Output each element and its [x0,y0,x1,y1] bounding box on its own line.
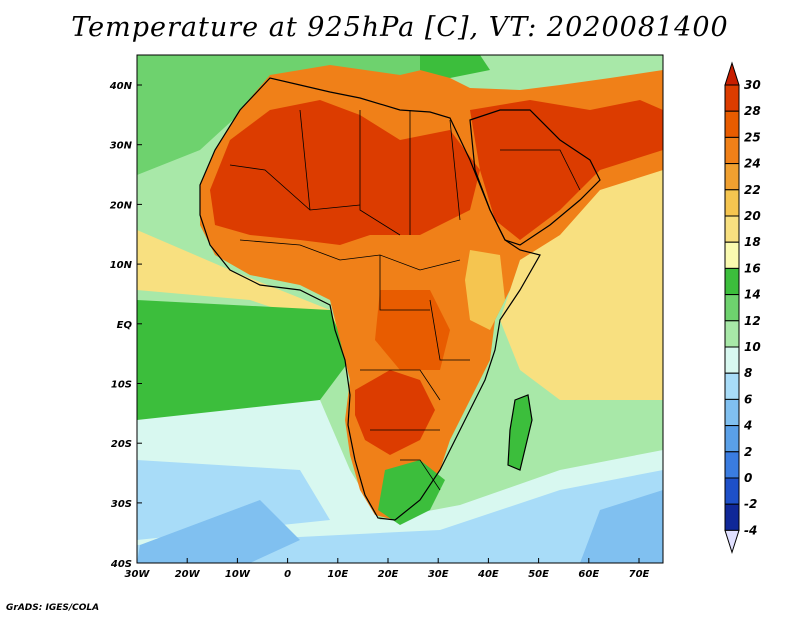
lon-tick-label: 0 [284,569,291,580]
lat-tick-label: 30N [110,141,133,152]
colorbar-label: 14 [744,288,761,302]
colorbar-label: 2 [744,445,752,459]
lon-tick-label: 20W [175,569,201,580]
africa-coastline [199,77,541,521]
lat-tick-label: 10N [110,260,133,271]
lon-tick-label: 10W [225,569,251,580]
south-africa-cool-field [378,460,445,525]
lon-tick-label: 60E [578,569,599,580]
north-atlantic-field [137,55,430,175]
colorbar-swatch [724,346,740,374]
colorbar-label: -2 [744,497,757,511]
colorbar-label: 0 [744,471,752,485]
plot-frame [136,54,664,564]
madagascar-field [508,395,532,470]
colorbar-label: 8 [744,366,752,380]
colorbar-label: 4 [743,419,752,433]
colorbar-swatch [724,320,740,348]
colorbar-swatch [724,425,740,453]
lat-tick-label: 30S [111,499,132,510]
colorbar-label: 16 [744,261,761,275]
colorbar-label: 20 [744,209,761,223]
map-title: Temperature at 925hPa [C], VT: 202008140… [71,12,729,43]
colorbar-swatch [724,372,740,400]
country-borders [229,109,581,491]
lat-tick-label: 10S [111,380,132,391]
southwest-ocean-deep-field [137,500,300,563]
lat-tick-label: 40S [110,559,132,570]
latitude-axis: 40N 30N 20N 10N EQ 10S 20S 30S 40S [109,81,142,570]
colorbar-label: 30 [744,78,761,92]
lon-tick-label: 30W [125,569,151,580]
colorbar-label: 12 [744,314,761,328]
colorbar-swatch [724,477,740,505]
colorbar-label: 28 [744,104,761,118]
colorbar-swatch [724,294,740,322]
colorbar-label: -4 [744,523,757,537]
lat-tick-label: 20N [110,200,133,211]
colorbar-swatch [724,110,740,138]
lon-tick-label: 40E [477,569,499,580]
lon-tick-label: 70E [629,569,650,580]
colorbar-label: 24 [744,157,761,171]
atlantic-warm-field [137,230,340,330]
southern-ocean-deep-field [580,490,663,563]
arabia-hot-field [470,100,663,240]
colorbar-swatch [724,451,740,479]
madagascar-coastline [507,394,533,471]
colorbar-swatch [724,503,740,531]
europe-green-field [420,55,490,78]
colorbar-label: 25 [744,130,761,144]
colorbar-swatch [724,241,740,269]
lon-tick-label: 50E [528,569,549,580]
southern-africa-hot-field [355,370,435,455]
colorbar-bottom-arrow [724,529,740,555]
colorbar-swatch [724,136,740,165]
mediterranean-field [270,75,460,105]
credit-text: GrADS: IGES/COLA [6,603,100,613]
temperature-field [137,55,663,563]
lon-tick-label: 30E [428,569,449,580]
lon-tick-label: 10E [327,569,348,580]
colorbar-swatch [724,189,740,217]
lat-tick-label: 20S [111,439,132,450]
colorbar-swatch [724,398,740,427]
longitude-axis: 30W 20W 10W 0 10E 20E 30E 40E 50E 60E 70E [125,558,650,580]
colorbar-label: 6 [744,392,752,406]
colorbar-label: 10 [744,340,761,354]
colorbar-top-arrow [724,61,740,86]
lon-tick-label: 20E [378,569,399,580]
colorbar-label: 18 [744,235,761,249]
colorbar-swatch [724,84,740,112]
southern-ocean-blue-field [137,460,330,540]
colorbar-label: 22 [744,183,761,197]
east-africa-highland-field [465,250,505,330]
colorbar-swatch [724,163,740,191]
colorbar-swatch [724,215,740,243]
atlantic-green-field [137,300,350,420]
lat-tick-label: EQ [117,320,133,331]
colorbar-swatch [724,267,740,296]
lat-tick-label: 40N [109,81,133,92]
sahara-hot-field [210,100,480,245]
